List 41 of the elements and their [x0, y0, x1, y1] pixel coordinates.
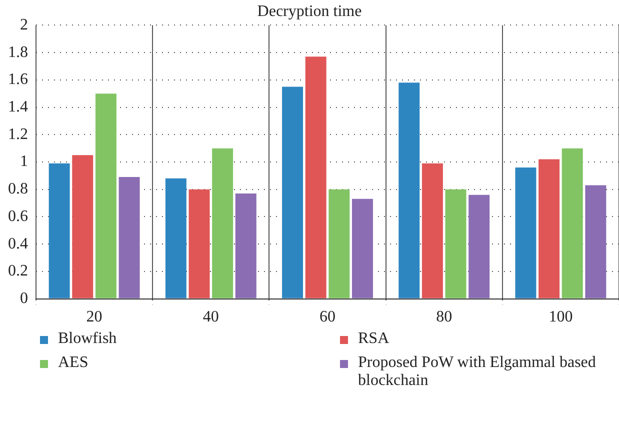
bar	[212, 148, 234, 298]
y-tick-label: 1.2	[8, 126, 28, 143]
bar	[118, 177, 140, 298]
x-tick-label: 80	[436, 308, 452, 326]
bar	[328, 189, 350, 298]
bar	[352, 198, 373, 298]
bar	[398, 82, 420, 298]
y-tick-label: 1.6	[8, 71, 28, 88]
legend-label: RSA	[358, 330, 390, 348]
x-tick-label: 20	[86, 308, 102, 326]
y-tick-label: 1	[20, 153, 28, 170]
x-tick-label: 40	[202, 308, 219, 326]
y-tick-label: 0.2	[8, 262, 28, 280]
y-tick-label: 0	[20, 290, 28, 308]
bar	[165, 178, 186, 298]
legend-label: Proposed PoW with Elgammal based blockchain	[358, 354, 597, 390]
y-tick-label: 2	[20, 16, 28, 34]
bar	[445, 189, 466, 298]
bar	[305, 56, 326, 298]
bar	[538, 159, 560, 298]
legend-label: Blowfish	[58, 330, 117, 348]
x-tick-label: 60	[320, 308, 336, 326]
bar	[282, 86, 304, 298]
y-tick-label: 1.8	[8, 44, 28, 61]
bar	[48, 163, 70, 298]
bar	[515, 167, 536, 298]
bar	[188, 189, 210, 298]
bar	[235, 193, 256, 298]
y-tick-label: 1.4	[8, 98, 28, 116]
bar	[562, 148, 583, 298]
bar	[95, 94, 116, 298]
y-tick-label: 0.6	[8, 208, 28, 225]
bar	[585, 185, 606, 298]
legend-label: AES	[58, 354, 88, 372]
chart-title: Decryption time	[257, 2, 362, 20]
bar	[422, 163, 443, 298]
bar	[72, 155, 94, 298]
x-tick-label: 100	[548, 308, 573, 326]
y-tick-label: 0.8	[8, 180, 28, 198]
bar	[468, 194, 490, 298]
y-tick-label: 0.4	[8, 235, 28, 252]
